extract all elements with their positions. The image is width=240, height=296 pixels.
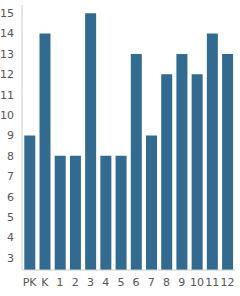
svg-text:15: 15 [8, 7, 14, 20]
svg-text:8: 8 [8, 150, 14, 163]
svg-text:6: 6 [133, 276, 140, 289]
svg-text:4: 4 [102, 276, 109, 289]
svg-text:14: 14 [8, 27, 14, 40]
svg-text:9: 9 [178, 276, 185, 289]
svg-text:5: 5 [8, 211, 14, 224]
svg-text:11: 11 [8, 89, 14, 102]
svg-text:1: 1 [57, 276, 64, 289]
svg-text:7: 7 [148, 276, 155, 289]
svg-text:3: 3 [8, 252, 14, 265]
svg-text:6: 6 [8, 191, 14, 204]
svg-text:10: 10 [190, 276, 204, 289]
svg-text:K: K [41, 276, 49, 289]
svg-text:13: 13 [8, 48, 14, 61]
svg-text:4: 4 [8, 231, 14, 244]
svg-text:3: 3 [87, 276, 94, 289]
svg-text:10: 10 [8, 109, 14, 122]
svg-text:5: 5 [117, 276, 124, 289]
svg-text:PK: PK [23, 276, 38, 289]
svg-text:8: 8 [163, 276, 170, 289]
svg-text:9: 9 [8, 129, 14, 142]
svg-text:2: 2 [72, 276, 79, 289]
svg-text:12: 12 [8, 68, 14, 81]
svg-text:12: 12 [220, 276, 232, 289]
svg-text:7: 7 [8, 170, 14, 183]
svg-text:11: 11 [205, 276, 219, 289]
